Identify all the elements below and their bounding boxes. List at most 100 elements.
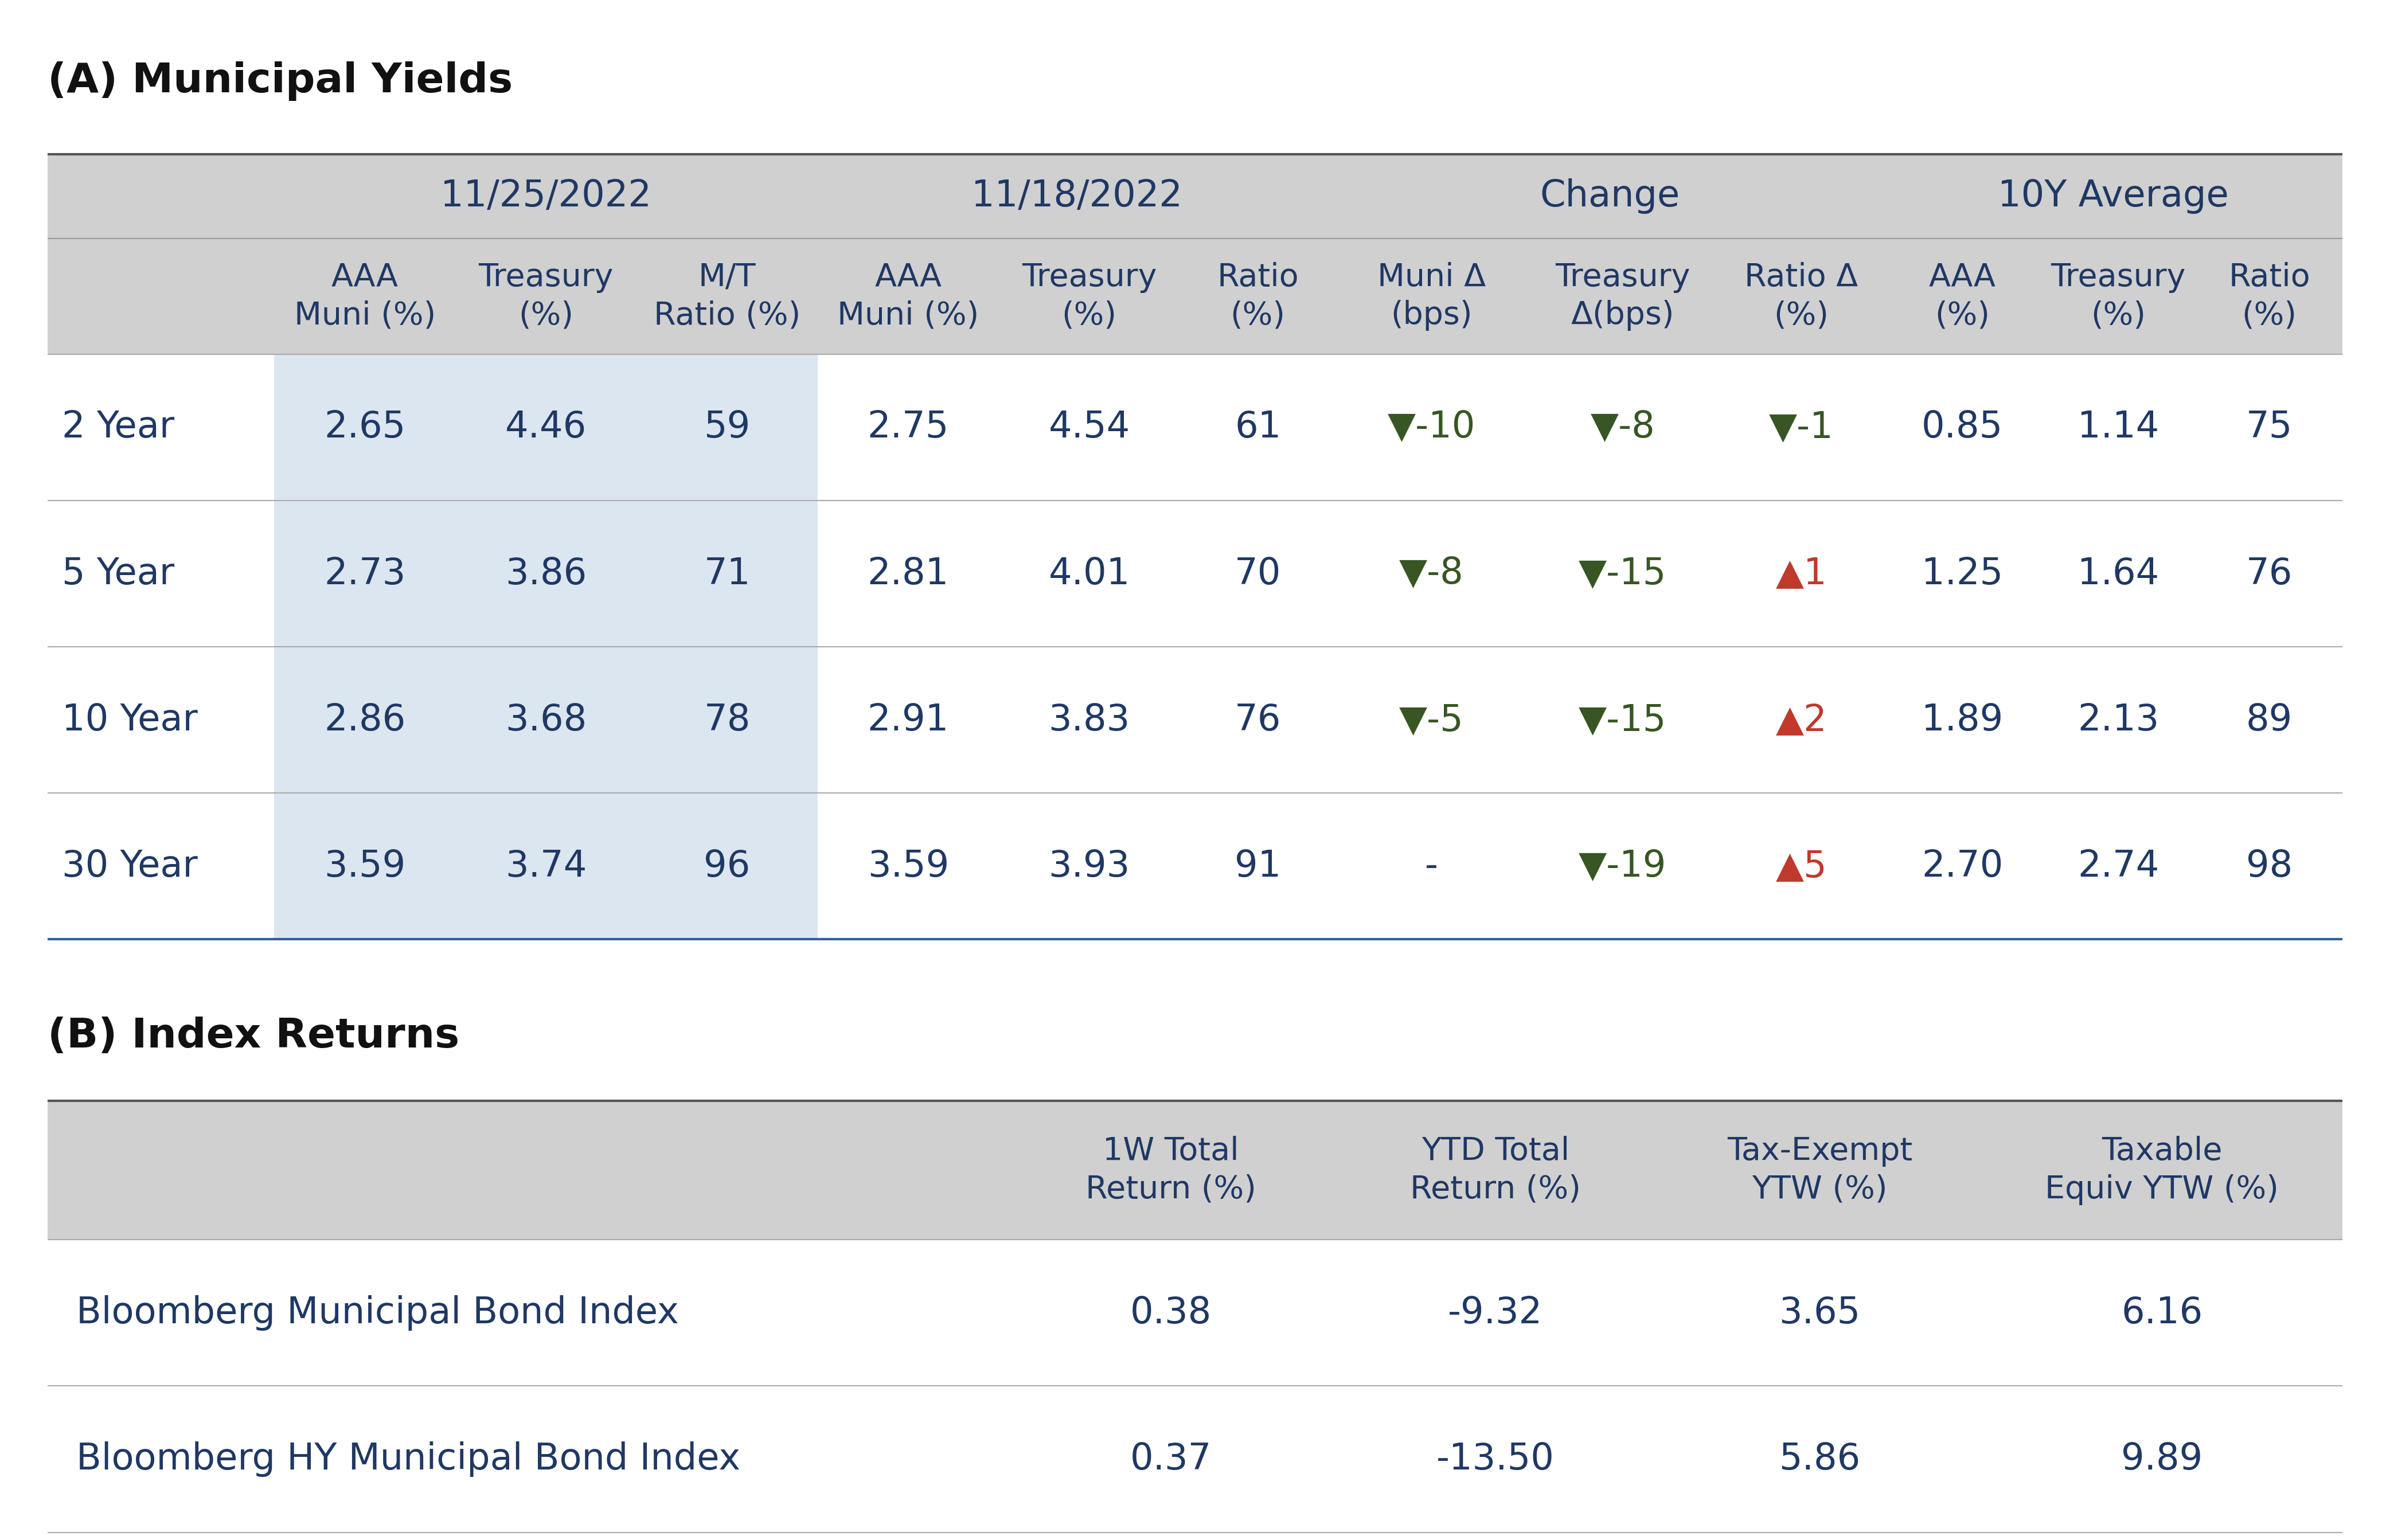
Text: Treasury
(%): Treasury (%) (478, 262, 614, 331)
Text: Treasury
(%): Treasury (%) (2051, 262, 2187, 331)
Text: Treasury
Δ(bps): Treasury Δ(bps) (1556, 262, 1690, 331)
Text: Change: Change (1539, 179, 1680, 214)
Text: 11/18/2022: 11/18/2022 (970, 179, 1183, 214)
Bar (48, 239, 2342, 354)
Bar (275, 647, 817, 793)
Text: 0.85: 0.85 (1922, 410, 2003, 445)
Text: 2.73: 2.73 (325, 556, 406, 591)
Text: 3.83: 3.83 (1049, 702, 1130, 738)
Text: AAA
Muni (%): AAA Muni (%) (836, 262, 980, 331)
Text: Tax-Exempt
YTW (%): Tax-Exempt YTW (%) (1728, 1137, 1912, 1204)
Text: 4.01: 4.01 (1049, 556, 1130, 591)
Text: ▲2: ▲2 (1776, 702, 1826, 738)
Bar (48, 1532, 2342, 1540)
Text: ▼-1: ▼-1 (1769, 410, 1833, 445)
Text: 76: 76 (2247, 556, 2292, 591)
Bar (48, 1101, 2342, 1240)
Text: 70: 70 (1236, 556, 1281, 591)
Text: 2.86: 2.86 (325, 702, 406, 738)
Text: 5.86: 5.86 (1778, 1441, 1859, 1477)
Text: 3.59: 3.59 (325, 849, 406, 884)
Text: 2.65: 2.65 (325, 410, 406, 445)
Text: 98: 98 (2247, 849, 2292, 884)
Text: 2.81: 2.81 (868, 556, 949, 591)
Text: 2.74: 2.74 (2077, 849, 2158, 884)
Text: Treasury
(%): Treasury (%) (1023, 262, 1157, 331)
Text: 61: 61 (1236, 410, 1281, 445)
Text: Ratio Δ
(%): Ratio Δ (%) (1745, 262, 1857, 331)
Text: 30 Year: 30 Year (62, 849, 198, 884)
Text: 5 Year: 5 Year (62, 556, 174, 591)
Text: (B) Index Returns: (B) Index Returns (48, 1016, 459, 1056)
Text: 89: 89 (2247, 702, 2292, 738)
Text: 2.75: 2.75 (868, 410, 949, 445)
Text: -9.32: -9.32 (1448, 1295, 1542, 1331)
Text: 2.91: 2.91 (868, 702, 949, 738)
Text: ▼-15: ▼-15 (1580, 702, 1666, 738)
Text: Ratio
(%): Ratio (%) (1217, 262, 1298, 331)
Text: 3.65: 3.65 (1778, 1295, 1859, 1331)
Bar (48, 647, 2342, 793)
Text: 96: 96 (703, 849, 750, 884)
Text: 2.70: 2.70 (1922, 849, 2003, 884)
Text: 3.59: 3.59 (868, 849, 949, 884)
Bar (275, 793, 817, 939)
Text: 2 Year: 2 Year (62, 410, 174, 445)
Text: 1.64: 1.64 (2077, 556, 2158, 591)
Text: 91: 91 (1236, 849, 1281, 884)
Text: 0.37: 0.37 (1130, 1441, 1212, 1477)
Text: 1.89: 1.89 (1922, 702, 2003, 738)
Text: ▼-8: ▼-8 (1589, 410, 1654, 445)
Text: ▼-19: ▼-19 (1580, 849, 1666, 884)
Text: 9.89: 9.89 (2122, 1441, 2204, 1477)
Text: ▼-5: ▼-5 (1398, 702, 1463, 738)
Text: -13.50: -13.50 (1436, 1441, 1553, 1477)
Text: 10Y Average: 10Y Average (1998, 179, 2230, 214)
Text: 1W Total
Return (%): 1W Total Return (%) (1085, 1137, 1257, 1204)
Text: ▲1: ▲1 (1776, 556, 1826, 591)
Text: ▼-15: ▼-15 (1580, 556, 1666, 591)
Text: YTD Total
Return (%): YTD Total Return (%) (1410, 1137, 1580, 1204)
Text: 59: 59 (703, 410, 750, 445)
Text: 10 Year: 10 Year (62, 702, 198, 738)
Text: 4.46: 4.46 (504, 410, 586, 445)
Text: ▼-8: ▼-8 (1398, 556, 1463, 591)
Text: ▲5: ▲5 (1776, 849, 1826, 884)
Bar (275, 354, 817, 501)
Bar (48, 154, 2342, 239)
Text: Taxable
Equiv YTW (%): Taxable Equiv YTW (%) (2046, 1137, 2280, 1204)
Bar (48, 1240, 2342, 1386)
Bar (48, 793, 2342, 939)
Text: Bloomberg HY Municipal Bond Index: Bloomberg HY Municipal Bond Index (76, 1441, 741, 1477)
Text: 0.38: 0.38 (1130, 1295, 1212, 1331)
Text: 2.13: 2.13 (2077, 702, 2158, 738)
Bar (275, 501, 817, 647)
Bar (48, 1386, 2342, 1532)
Text: Bloomberg Municipal Bond Index: Bloomberg Municipal Bond Index (76, 1295, 679, 1331)
Bar (275, 793, 817, 939)
Bar (275, 501, 817, 647)
Text: 1.14: 1.14 (2077, 410, 2158, 445)
Text: 71: 71 (703, 556, 750, 591)
Text: 3.93: 3.93 (1049, 849, 1130, 884)
Text: AAA
Muni (%): AAA Muni (%) (294, 262, 435, 331)
Bar (275, 354, 817, 501)
Text: 76: 76 (1236, 702, 1281, 738)
Text: 3.86: 3.86 (504, 556, 586, 591)
Text: 6.16: 6.16 (2122, 1295, 2204, 1331)
Text: 3.68: 3.68 (504, 702, 586, 738)
Text: 1.25: 1.25 (1922, 556, 2003, 591)
Text: AAA
(%): AAA (%) (1929, 262, 1996, 331)
Text: Muni Δ
(bps): Muni Δ (bps) (1377, 262, 1487, 331)
Text: ▼-10: ▼-10 (1389, 410, 1475, 445)
Text: 78: 78 (703, 702, 750, 738)
Text: 3.74: 3.74 (504, 849, 588, 884)
Text: M/T
Ratio (%): M/T Ratio (%) (652, 262, 801, 331)
Text: (A) Municipal Yields: (A) Municipal Yields (48, 62, 514, 102)
Bar (275, 647, 817, 793)
Bar (48, 501, 2342, 647)
Text: 75: 75 (2247, 410, 2292, 445)
Bar (48, 354, 2342, 501)
Text: -: - (1424, 849, 1439, 884)
Text: Ratio
(%): Ratio (%) (2227, 262, 2311, 331)
